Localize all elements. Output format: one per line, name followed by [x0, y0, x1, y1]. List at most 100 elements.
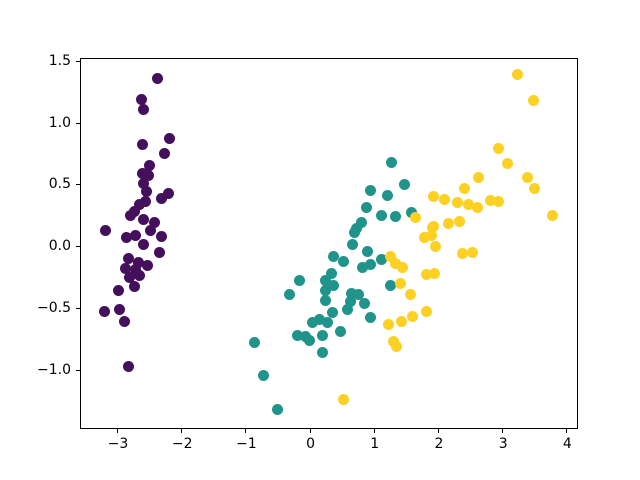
- data-point-cluster-purple: [133, 270, 145, 282]
- data-point-cluster-yellow: [396, 261, 408, 273]
- data-point-cluster-purple: [142, 260, 153, 272]
- data-point-cluster-teal: [321, 317, 333, 329]
- y-tick-label: −0.5: [37, 299, 71, 316]
- x-tick-label: 2: [434, 436, 444, 452]
- x-tick-mark: [502, 429, 504, 433]
- data-point-cluster-teal: [258, 370, 270, 382]
- data-point-cluster-teal: [319, 285, 331, 297]
- data-point-cluster-teal: [283, 288, 295, 300]
- data-point-cluster-teal: [319, 275, 331, 287]
- data-point-cluster-teal: [272, 403, 284, 415]
- data-point-cluster-purple: [151, 72, 163, 84]
- data-point-cluster-yellow: [427, 222, 439, 234]
- data-point-cluster-purple: [136, 167, 148, 179]
- data-point-cluster-teal: [346, 239, 358, 251]
- data-point-cluster-yellow: [528, 94, 540, 106]
- data-point-cluster-purple: [163, 187, 175, 199]
- data-point-cluster-purple: [138, 103, 150, 115]
- y-tick-mark: [76, 246, 80, 248]
- data-point-cluster-purple: [136, 139, 148, 151]
- data-point-cluster-yellow: [384, 250, 396, 262]
- data-point-cluster-yellow: [338, 393, 350, 405]
- data-point-cluster-teal: [375, 254, 387, 266]
- data-point-cluster-purple: [138, 213, 150, 225]
- data-point-cluster-purple: [156, 192, 168, 204]
- data-point-cluster-yellow: [492, 196, 504, 208]
- data-point-cluster-yellow: [502, 157, 514, 169]
- data-point-cluster-purple: [143, 160, 155, 172]
- data-point-cluster-yellow: [428, 267, 440, 279]
- y-tick-label: 1.0: [48, 114, 71, 131]
- plot-area: [80, 58, 578, 429]
- data-point-cluster-yellow: [420, 269, 432, 281]
- data-point-cluster-yellow: [512, 69, 524, 81]
- data-point-cluster-teal: [317, 329, 329, 341]
- data-point-cluster-yellow: [409, 212, 421, 224]
- data-point-cluster-purple: [149, 217, 161, 229]
- data-point-cluster-teal: [348, 227, 360, 239]
- data-point-cluster-yellow: [467, 246, 479, 258]
- data-point-cluster-purple: [133, 256, 145, 268]
- data-point-cluster-teal: [326, 307, 338, 319]
- data-point-cluster-teal: [328, 250, 340, 262]
- y-tick-label: 1.5: [48, 52, 71, 69]
- y-tick-label: −1.0: [37, 361, 71, 378]
- data-point-cluster-teal: [334, 325, 346, 337]
- data-point-cluster-yellow: [452, 197, 464, 209]
- data-point-cluster-yellow: [463, 198, 474, 210]
- data-point-cluster-purple: [120, 262, 132, 274]
- data-point-cluster-yellow: [492, 143, 504, 155]
- data-point-cluster-teal: [342, 303, 354, 315]
- data-point-cluster-purple: [145, 224, 157, 236]
- data-point-cluster-purple: [140, 196, 152, 208]
- data-point-cluster-purple: [138, 239, 150, 251]
- data-point-cluster-purple: [113, 303, 125, 315]
- data-point-cluster-purple: [124, 271, 136, 283]
- data-point-cluster-yellow: [427, 191, 439, 203]
- data-point-cluster-purple: [123, 253, 135, 265]
- data-point-cluster-purple: [134, 198, 146, 210]
- y-tick-mark: [76, 307, 80, 309]
- data-point-cluster-yellow: [443, 218, 455, 230]
- data-point-cluster-teal: [248, 337, 260, 349]
- data-point-cluster-yellow: [439, 193, 451, 205]
- data-point-cluster-yellow: [391, 340, 403, 352]
- data-point-cluster-yellow: [430, 240, 442, 252]
- data-point-cluster-teal: [385, 280, 397, 292]
- data-point-cluster-yellow: [547, 209, 559, 221]
- data-point-cluster-teal: [307, 317, 318, 329]
- data-point-cluster-teal: [360, 202, 372, 214]
- x-tick-label: 4: [562, 436, 572, 452]
- data-point-cluster-purple: [121, 232, 133, 244]
- data-point-cluster-teal: [316, 346, 328, 358]
- data-point-cluster-purple: [98, 306, 110, 318]
- x-tick-label: 0: [306, 436, 316, 452]
- x-tick-mark: [437, 429, 439, 433]
- x-tick-mark: [373, 429, 375, 433]
- data-point-cluster-yellow: [529, 182, 541, 194]
- data-point-cluster-yellow: [471, 202, 483, 214]
- data-point-cluster-purple: [136, 93, 148, 105]
- y-tick-mark: [76, 122, 80, 124]
- data-point-cluster-purple: [124, 209, 136, 221]
- data-point-cluster-yellow: [421, 306, 433, 318]
- data-point-cluster-purple: [118, 316, 130, 328]
- data-point-cluster-teal: [399, 178, 411, 190]
- data-point-cluster-teal: [382, 190, 394, 202]
- data-point-cluster-yellow: [426, 229, 438, 241]
- x-tick-mark: [181, 429, 183, 433]
- data-point-cluster-yellow: [472, 171, 484, 183]
- data-point-cluster-yellow: [456, 248, 468, 260]
- data-point-cluster-purple: [163, 133, 175, 145]
- data-point-cluster-yellow: [404, 288, 416, 300]
- data-point-cluster-yellow: [419, 232, 431, 244]
- x-tick-label: −1: [236, 436, 257, 452]
- data-point-cluster-teal: [345, 287, 357, 299]
- data-point-cluster-teal: [344, 296, 356, 308]
- data-point-cluster-teal: [294, 275, 306, 287]
- data-point-cluster-teal: [359, 297, 370, 309]
- data-point-cluster-purple: [113, 285, 125, 297]
- data-point-cluster-yellow: [407, 311, 419, 323]
- x-tick-label: −3: [107, 436, 129, 452]
